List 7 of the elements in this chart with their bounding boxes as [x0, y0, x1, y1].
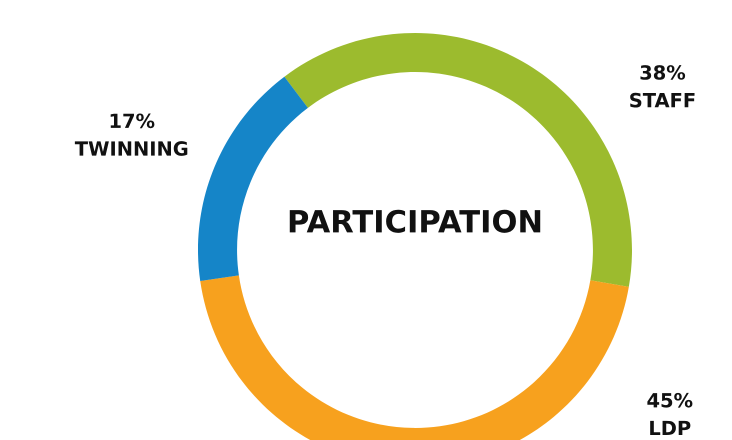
- slice-label: STAFF: [630, 92, 695, 108]
- text: PARTICIPATION: [290, 210, 540, 233]
- data-label: 45%: [647, 392, 692, 408]
- data-label: 17%: [110, 113, 154, 128]
- data-label: 38%: [640, 65, 686, 80]
- slice-label: LDP: [650, 420, 690, 436]
- slice-label: TWINNING: [74, 141, 188, 156]
